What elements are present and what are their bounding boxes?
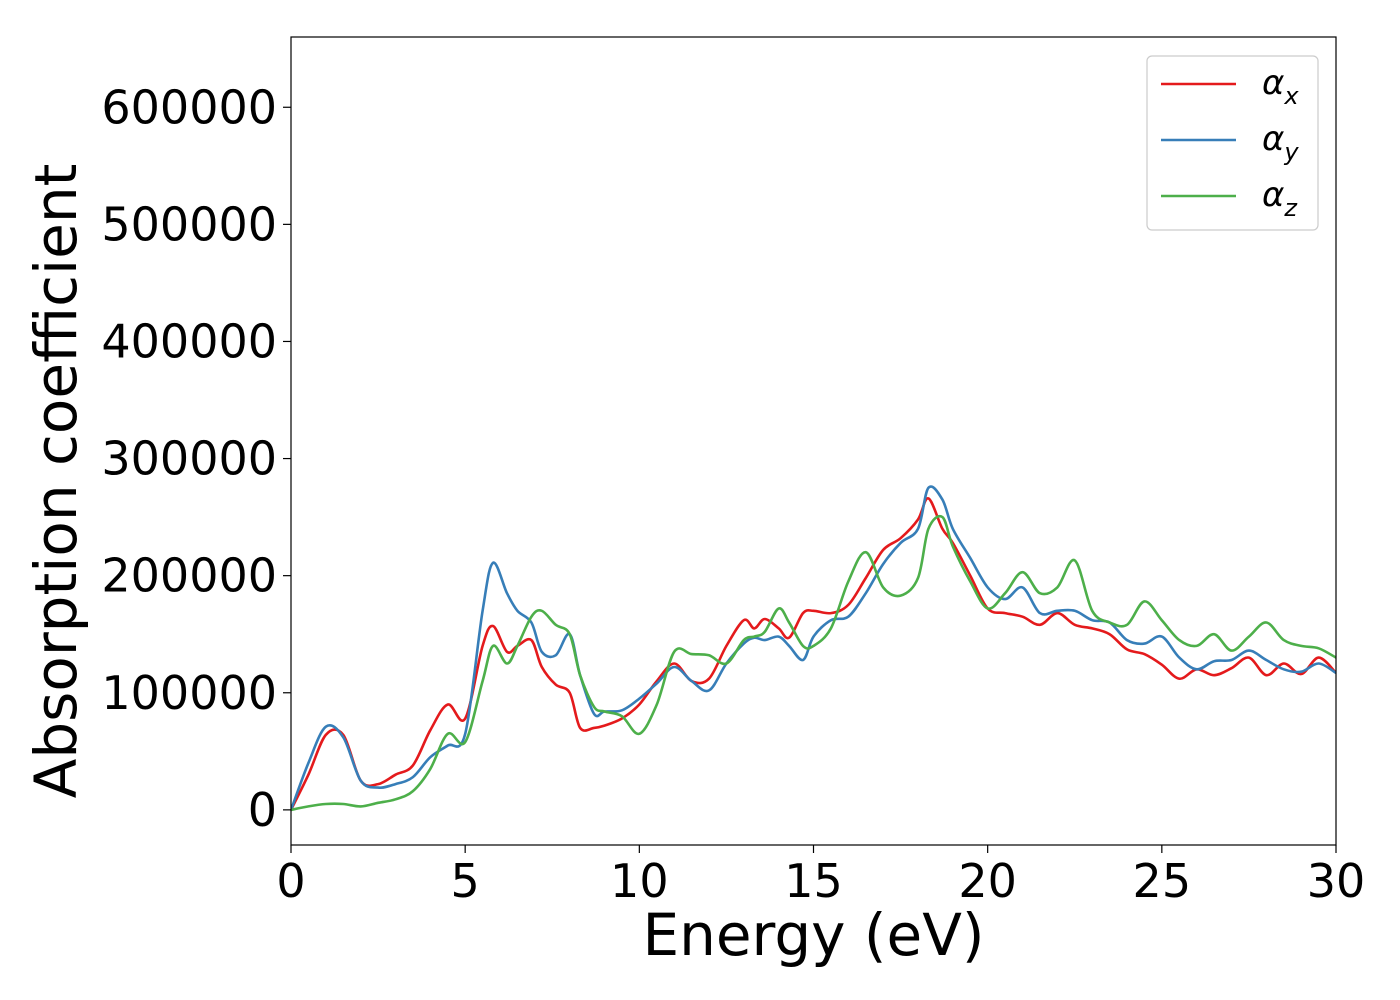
y-tick-label: 600000 <box>101 80 277 134</box>
legend-box <box>1146 55 1319 231</box>
x-tick-label: 25 <box>1133 854 1192 908</box>
x-tick-label: 20 <box>958 854 1017 908</box>
x-axis-title: Energy (eV) <box>642 901 984 969</box>
y-axis-ticks: 0 100000 200000 300000 400000 500000 600000 <box>101 80 291 837</box>
x-tick-label: 5 <box>451 854 480 908</box>
series-line-y <box>291 485 1336 812</box>
x-tick-label: 15 <box>784 854 843 908</box>
legend-label-x: αx <box>1262 63 1299 110</box>
legend-label-z: αz <box>1262 175 1298 222</box>
series-line-z <box>291 514 1336 812</box>
y-tick-label: 100000 <box>101 666 277 720</box>
plot-lines <box>291 485 1336 812</box>
y-tick-label: 0 <box>248 783 277 837</box>
x-tick-label: 10 <box>610 854 669 908</box>
x-tick-label: 30 <box>1307 854 1366 908</box>
y-axis-title: Absorption coefficient <box>22 164 90 799</box>
y-tick-label: 400000 <box>101 314 277 368</box>
series-line-x <box>291 497 1336 812</box>
y-tick-label: 200000 <box>101 549 277 603</box>
legend-label-y: αy <box>1262 119 1299 166</box>
y-tick-label: 300000 <box>101 432 277 486</box>
legend: αx αy αz <box>1146 55 1319 231</box>
y-tick-label: 500000 <box>101 197 277 251</box>
x-axis-ticks: 0 5 10 15 20 25 30 <box>276 845 1365 908</box>
x-tick-label: 0 <box>276 854 305 908</box>
